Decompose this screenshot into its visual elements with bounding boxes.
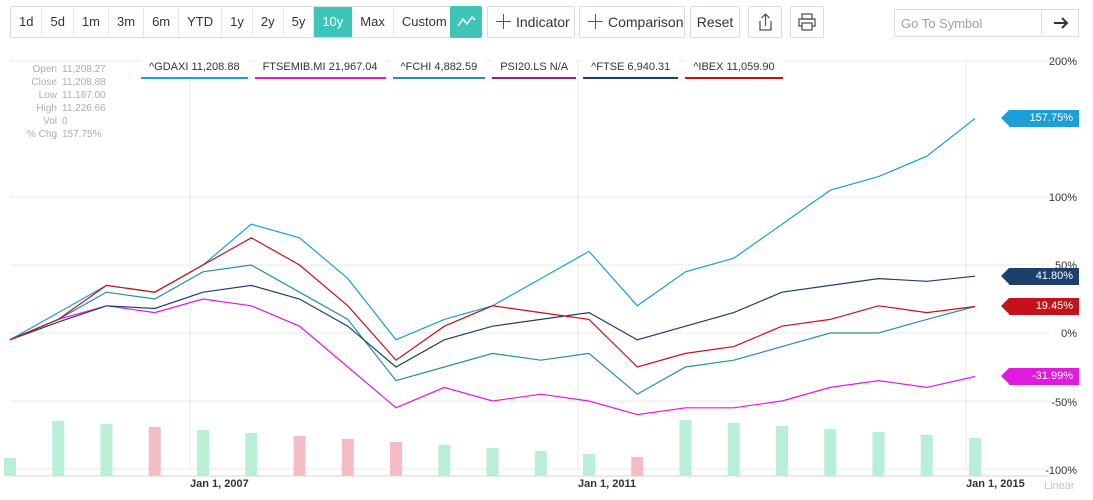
- volume-bar: [4, 458, 16, 476]
- legend-ftse[interactable]: ^FTSE 6,940.31: [583, 58, 679, 79]
- range-2y-button[interactable]: 2y: [253, 7, 284, 37]
- range-1m-button[interactable]: 1m: [74, 7, 109, 37]
- open-value: 11,208.27: [62, 64, 106, 75]
- last-value-tag-ibex: 19.45%: [1001, 298, 1079, 316]
- y-tick-label: -100%: [1045, 465, 1077, 477]
- volume-label: Vol: [43, 116, 57, 127]
- series-line-ibex[interactable]: [9, 237, 976, 368]
- close-label: Close: [31, 77, 57, 88]
- series-line-gdaxi[interactable]: [9, 118, 976, 341]
- range-1d-button[interactable]: 1d: [11, 7, 43, 37]
- volume-bar: [245, 433, 258, 476]
- legend-ibex[interactable]: ^IBEX 11,059.90: [685, 58, 783, 79]
- arrow-right-icon: [1054, 17, 1069, 29]
- change-value: 157.75%: [62, 129, 102, 140]
- volume-bar: [197, 430, 209, 476]
- legend-fchi[interactable]: ^FCHI 4,882.59: [392, 58, 486, 79]
- y-tick-label: -50%: [1051, 397, 1077, 409]
- change-label: % Chg: [26, 129, 57, 140]
- y-tick-label: 100%: [1048, 192, 1077, 204]
- volume-bar: [100, 424, 113, 476]
- go-to-symbol-box: [894, 9, 1079, 37]
- volume-bar: [872, 432, 885, 476]
- print-icon: [798, 13, 816, 31]
- volume-bar: [727, 423, 740, 476]
- volume-bar: [390, 442, 402, 476]
- legend-gdaxi[interactable]: ^GDAXI 11,208.88: [141, 58, 248, 79]
- volume-bar: [148, 427, 161, 476]
- low-label: Low: [38, 90, 57, 101]
- volume-bar: [534, 451, 547, 476]
- volume-bar: [920, 435, 933, 476]
- open-label: Open: [32, 64, 57, 75]
- series-line-fchi[interactable]: [9, 264, 976, 395]
- symbol-search-input[interactable]: [895, 10, 1042, 36]
- comparison-button[interactable]: Comparison: [579, 6, 685, 38]
- range-max-button[interactable]: Max: [352, 7, 394, 37]
- go-to-symbol-button[interactable]: [1041, 10, 1078, 36]
- series-legend: ^GDAXI 11,208.88 FTSEMIB.MI 21,967.04 ^F…: [141, 58, 783, 79]
- volume-bar: [341, 439, 354, 476]
- low-value: 11,187.00: [62, 90, 106, 101]
- time-range-selector: 1d 5d 1m 3m 6m YTD 1y 2y 5y 10y Max Cust…: [10, 6, 472, 38]
- share-button[interactable]: [748, 6, 782, 38]
- volume-bar: [52, 421, 65, 476]
- reset-button[interactable]: Reset: [690, 6, 740, 38]
- y-tick-label: 0%: [1061, 328, 1077, 340]
- volume-bar: [679, 420, 692, 476]
- x-tick-label: Jan 1, 2015: [966, 478, 1025, 490]
- volume-bar: [486, 448, 499, 476]
- plus-icon: [496, 14, 511, 29]
- range-6m-button[interactable]: 6m: [144, 7, 180, 37]
- legend-ftsemib[interactable]: FTSEMIB.MI 21,967.04: [254, 58, 386, 79]
- chart-type-button[interactable]: [450, 6, 482, 38]
- volume-bar: [969, 438, 981, 476]
- line-chart-icon: [457, 15, 476, 27]
- high-label: High: [36, 103, 57, 114]
- volume-bar: [583, 454, 595, 476]
- plus-icon: [588, 14, 603, 29]
- scale-type-label[interactable]: Linear: [1044, 480, 1075, 492]
- volume-bar: [293, 436, 306, 476]
- last-value-tag-ftse: 41.80%: [1001, 267, 1079, 285]
- volume-bar: [438, 445, 451, 476]
- indicator-button[interactable]: Indicator: [487, 6, 575, 38]
- range-5d-button[interactable]: 5d: [42, 7, 74, 37]
- range-3m-button[interactable]: 3m: [109, 7, 145, 37]
- volume-bar: [631, 457, 644, 476]
- share-icon: [759, 13, 772, 31]
- last-value-tag-ftsemib: -31.99%: [1001, 368, 1079, 385]
- volume-bar: [776, 426, 788, 476]
- chart-toolbar: 1d 5d 1m 3m 6m YTD 1y 2y 5y 10y Max Cust…: [0, 0, 1093, 46]
- range-custom-label: Custom: [401, 14, 447, 29]
- volume-bar: [824, 429, 837, 476]
- indicator-label: Indicator: [516, 14, 570, 30]
- volume-value: 0: [62, 116, 68, 127]
- series-line-ftsemibmi[interactable]: [9, 298, 976, 416]
- close-value: 11,208.88: [62, 77, 106, 88]
- last-value-tag-gdaxi: 157.75%: [1001, 109, 1079, 127]
- range-ytd-button[interactable]: YTD: [179, 7, 223, 37]
- high-value: 11,226.66: [62, 103, 106, 114]
- x-tick-label: Jan 1, 2007: [190, 478, 249, 490]
- x-tick-label: Jan 1, 2011: [578, 478, 637, 490]
- print-button[interactable]: [790, 6, 824, 38]
- range-1y-button[interactable]: 1y: [222, 7, 253, 37]
- legend-psi20[interactable]: PSI20.LS N/A: [492, 58, 577, 79]
- ohlc-readout: Open 11,208.27 Close 11,208.88 Low 11,187.0…: [12, 63, 106, 141]
- comparison-label: Comparison: [608, 14, 684, 30]
- range-5y-button[interactable]: 5y: [284, 7, 315, 37]
- range-10y-button[interactable]: 10y: [314, 7, 353, 37]
- y-tick-label: 200%: [1048, 56, 1077, 68]
- series-line-ftse[interactable]: [9, 275, 976, 368]
